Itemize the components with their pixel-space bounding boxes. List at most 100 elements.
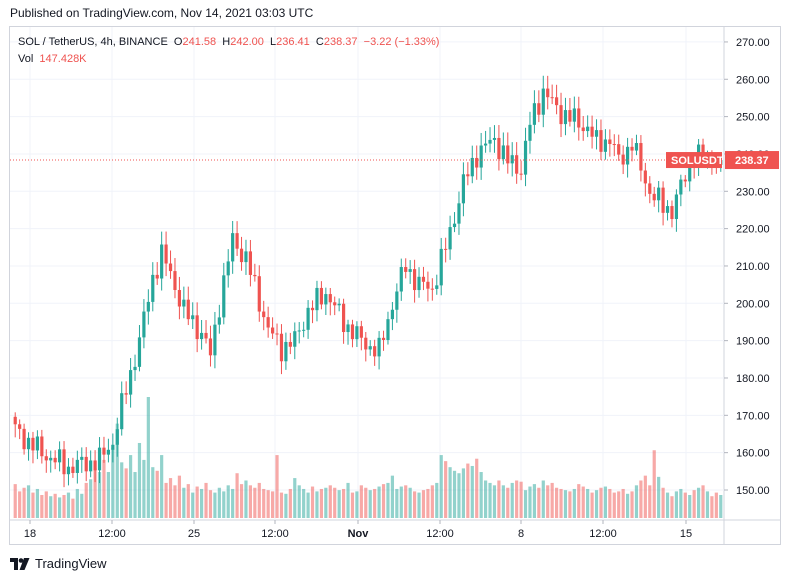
candle-body xyxy=(288,341,292,347)
volume-bar xyxy=(572,488,576,518)
volume-bar xyxy=(18,491,22,518)
candle-body xyxy=(146,301,150,312)
candle-body xyxy=(151,274,155,302)
y-tick-label: 250.00 xyxy=(736,112,770,124)
chart-frame[interactable] xyxy=(9,26,781,545)
candle-body xyxy=(470,157,474,177)
candle-body xyxy=(577,108,581,128)
candle-body xyxy=(93,460,97,471)
y-axis[interactable]: 270.00260.00250.00240.00230.00220.00210.… xyxy=(724,37,770,497)
candle-body xyxy=(661,187,665,213)
tradingview-brand: TradingView xyxy=(35,556,107,571)
volume-bar xyxy=(421,490,426,518)
volume-bar xyxy=(262,488,266,518)
candle-body xyxy=(537,103,541,115)
candle-body xyxy=(341,303,346,333)
legend-volume-row: Vol 147.428K xyxy=(18,51,439,68)
volume-bar xyxy=(310,486,315,518)
candle-body xyxy=(457,203,461,224)
candle-body xyxy=(386,319,390,340)
candle-body xyxy=(435,285,439,289)
volume-bar xyxy=(546,485,550,518)
volume-bar xyxy=(652,450,656,518)
candle-body xyxy=(497,137,501,160)
volume-bar xyxy=(62,495,66,518)
candle-body xyxy=(488,139,492,144)
x-tick-label: 18 xyxy=(24,528,36,540)
candle-body xyxy=(293,331,297,347)
legend-low-label: L xyxy=(270,36,277,48)
x-axis[interactable]: 18 12:00 25 12:00 Nov 12:00 8 12:00 15 xyxy=(24,520,692,540)
candle-body xyxy=(275,333,279,335)
candle-body xyxy=(302,329,306,331)
volume-bar xyxy=(395,488,399,518)
volume-bar xyxy=(31,492,35,518)
candle-body xyxy=(506,145,510,164)
volume-bar xyxy=(350,492,355,518)
volume-bar xyxy=(559,488,563,518)
y-tick-label: 180.00 xyxy=(736,373,770,385)
candle-body xyxy=(57,449,62,463)
volume-bar xyxy=(688,495,692,518)
y-tick-label: 200.00 xyxy=(736,298,770,310)
volume-bar xyxy=(696,487,701,518)
candle-body xyxy=(18,424,22,429)
volume-bar xyxy=(581,486,585,518)
volume-bar xyxy=(452,470,457,518)
candle-body xyxy=(523,140,528,175)
candle-body xyxy=(80,456,84,460)
chart-legend: SOL / TetherUS, 4h, BINANCE O241.58 H242… xyxy=(18,34,439,68)
candle-body xyxy=(590,126,594,137)
candle-body xyxy=(377,337,381,357)
candle-body xyxy=(142,311,146,338)
volume-bar xyxy=(346,482,350,518)
tradingview-logo-icon xyxy=(10,557,30,570)
volume-bar xyxy=(213,492,217,518)
volume-bar xyxy=(26,485,31,518)
candle-body xyxy=(40,436,44,457)
legend-symbol: SOL / TetherUS, 4h, BINANCE xyxy=(18,36,168,48)
legend-volume-value: 147.428K xyxy=(39,53,87,65)
candle-body xyxy=(355,326,359,340)
x-tick-label: 12:00 xyxy=(589,528,617,540)
candle-body xyxy=(373,346,377,357)
volume-bar xyxy=(306,492,310,518)
volume-bar xyxy=(719,495,723,518)
candle-body xyxy=(124,393,128,395)
volume-bar xyxy=(248,485,253,518)
volume-bar xyxy=(226,485,230,518)
candle-body xyxy=(177,289,182,307)
volume-bar xyxy=(359,485,363,518)
legend-open-value: 241.58 xyxy=(182,36,217,48)
volume-bar xyxy=(714,492,718,518)
candle-body xyxy=(102,447,106,455)
candle-body xyxy=(115,429,119,445)
candle-body xyxy=(466,174,470,177)
candle-body xyxy=(253,274,257,277)
volume-bar xyxy=(457,473,461,518)
volume-bar xyxy=(84,482,88,518)
y-tick-label: 220.00 xyxy=(736,224,770,236)
candle-body xyxy=(350,324,355,340)
volume-bar xyxy=(523,490,528,518)
volume-bar xyxy=(426,488,430,518)
volume-bar xyxy=(692,490,696,518)
volume-bar xyxy=(439,455,443,518)
candle-body xyxy=(426,281,430,289)
volume-bar xyxy=(186,484,190,518)
candle-body xyxy=(186,299,190,320)
candle-body xyxy=(563,110,568,125)
x-tick-label: 15 xyxy=(680,528,692,540)
candle-body xyxy=(164,244,168,264)
candle-body xyxy=(75,459,79,473)
candle-body xyxy=(621,154,625,165)
candle-body xyxy=(581,127,585,132)
candle-body xyxy=(586,126,590,132)
tradingview-footer[interactable]: TradingView xyxy=(10,556,107,571)
volume-bar xyxy=(208,490,213,518)
volume-bar xyxy=(554,487,559,518)
candle-body xyxy=(13,416,17,425)
candle-body xyxy=(412,269,417,291)
volume-bar xyxy=(40,495,44,518)
